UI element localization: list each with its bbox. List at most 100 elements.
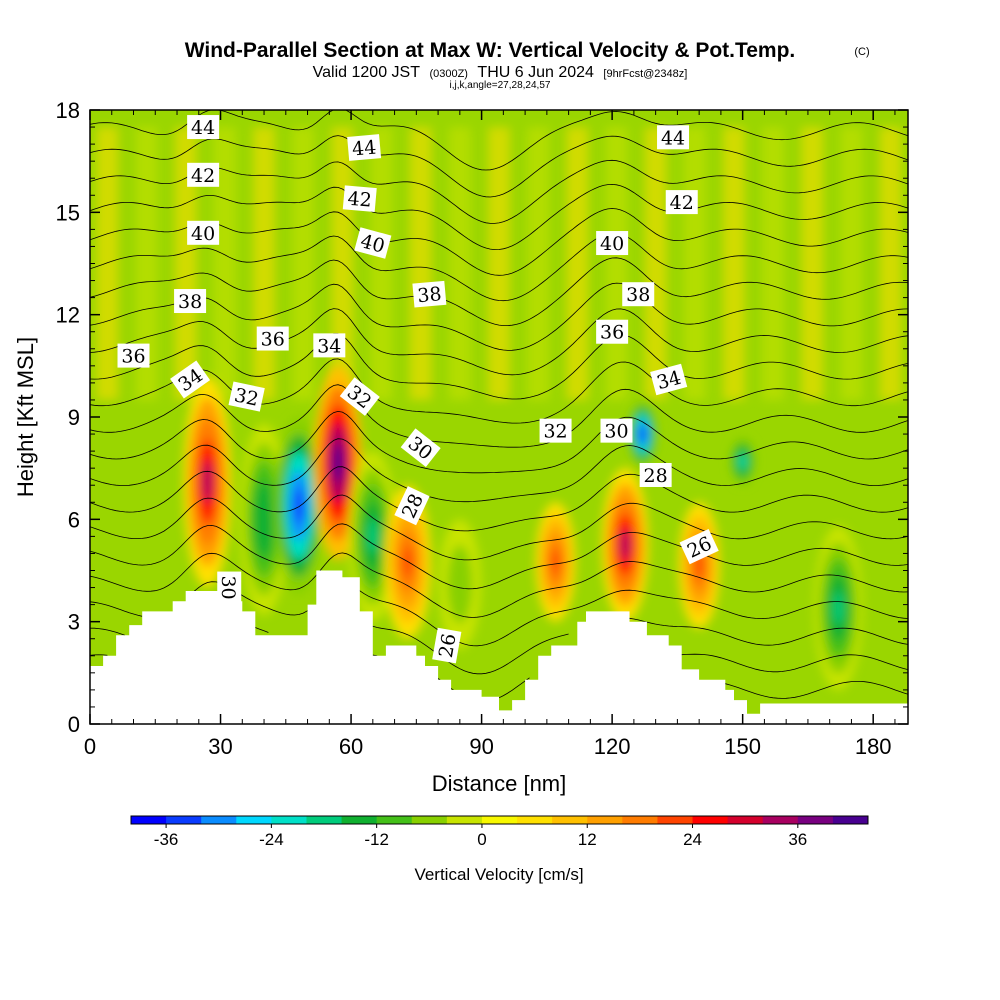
background-band: [174, 127, 197, 400]
y-tick-label: 0: [68, 712, 80, 737]
y-tick-label: 6: [68, 507, 80, 532]
x-tick-label: 120: [594, 734, 631, 759]
colorbar-frame: [130, 815, 869, 825]
contour-label-text: 32: [232, 384, 260, 411]
y-tick-label: 18: [56, 98, 80, 123]
contour-label: 32: [228, 381, 265, 412]
velocity-cell: [455, 571, 465, 598]
colorbar-tick-label: -12: [364, 830, 389, 849]
isentrope-line: [90, 257, 908, 326]
background-band: [801, 127, 824, 400]
contour-label: 36: [117, 343, 150, 368]
colorbar-swatch: [446, 816, 483, 824]
grid-indices: i,j,k,angle=27,28,24,57: [450, 80, 551, 91]
contour-label-box: [256, 326, 289, 351]
contour-label-box: [394, 486, 430, 526]
forecast-info: [9hrFcst@2348z]: [603, 68, 687, 80]
colorbar-tick-label: 0: [477, 830, 486, 849]
contour-label: 44: [657, 125, 690, 150]
contour-label-text: 36: [121, 346, 145, 368]
x-tick-label: 30: [208, 734, 232, 759]
isentrope-line: [90, 617, 908, 675]
velocity-cell: [202, 460, 213, 503]
contour-label-text: 40: [600, 233, 624, 255]
x-tick-label: 60: [339, 734, 363, 759]
isentrope-line: [90, 183, 908, 251]
contour-label-text: 28: [644, 465, 668, 487]
velocity-cell: [294, 487, 304, 524]
contour-label: 36: [256, 326, 289, 351]
velocity-cell: [333, 443, 343, 483]
contour-label-box: [400, 428, 441, 468]
contour-label-text: 30: [217, 575, 239, 599]
colorbar-swatch: [166, 816, 202, 824]
y-tick-label: 12: [56, 303, 80, 328]
contour-label-text: 36: [261, 329, 285, 351]
contour-label: 44: [347, 134, 382, 161]
isentrope-line: [90, 552, 908, 618]
contour-label-text: 26: [435, 632, 461, 660]
contour-label-text: 38: [178, 291, 202, 313]
x-tick-label: 90: [469, 734, 493, 759]
contour-label: 44: [187, 115, 220, 140]
background-band: [527, 127, 550, 400]
contour-label: 38: [412, 280, 447, 308]
contour-label-text: 42: [347, 188, 373, 212]
isentrope-line: [90, 410, 908, 474]
contour-label-box: [657, 125, 690, 150]
contour-label-box: [432, 627, 462, 664]
x-axis-label: Distance [nm]: [432, 771, 567, 796]
background-band: [840, 127, 863, 400]
x-axis: 0 30 60 90 120 150 180: [84, 110, 896, 759]
colorbar-swatch: [587, 816, 623, 824]
colorbar-swatch: [481, 816, 518, 824]
contour-label: 34: [650, 363, 688, 396]
contour-label: 32: [539, 418, 572, 443]
colorbar-title: Vertical Velocity [cm/s]: [414, 865, 583, 884]
background-band: [292, 127, 315, 400]
copyright-mark: (C): [854, 46, 869, 58]
valid-time-line: Valid 1200 JST (0300Z) THU 6 Jun 2024 [9…: [313, 64, 688, 81]
y-axis: 0 36 9 12 15 18: [56, 98, 908, 737]
contour-label-box: [228, 381, 265, 412]
background-band: [370, 127, 393, 400]
contour-label: 42: [187, 162, 220, 187]
contour-label-text: 42: [191, 165, 215, 187]
contour-label-box: [665, 190, 698, 215]
velocity-cell: [551, 550, 560, 574]
colorbar-swatch: [552, 816, 588, 824]
background-band: [762, 127, 784, 400]
valid-date: THU 6 Jun 2024: [477, 64, 594, 81]
contour-label-box: [600, 418, 633, 443]
title-block: Wind-Parallel Section at Max W: Vertical…: [185, 39, 870, 91]
velocity-cell: [639, 427, 646, 441]
background-band: [409, 127, 432, 400]
contour-label-box: [217, 571, 242, 604]
y-tick-label: 15: [56, 200, 80, 225]
isentrope-line: [90, 653, 908, 702]
background-band: [214, 127, 236, 400]
contour-label-text: 34: [317, 335, 341, 357]
isentrope-line: [90, 232, 908, 302]
isentrope-line: [90, 358, 908, 424]
colorbar-swatch: [271, 816, 307, 824]
valid-utc: (0300Z): [429, 68, 468, 80]
contour-label-box: [313, 333, 346, 358]
contour-label: 38: [622, 282, 655, 307]
isentrope-line: [90, 494, 908, 561]
contour-label-box: [187, 220, 220, 245]
y-tick-label: 9: [68, 405, 80, 430]
isentrope-line: [90, 135, 908, 198]
contour-label: 34: [313, 333, 346, 358]
contour-label: 42: [342, 185, 377, 213]
background-band: [723, 127, 745, 400]
contour-label: 30: [600, 418, 633, 443]
velocity-cell: [368, 519, 378, 554]
colorbar-swatch: [306, 816, 343, 824]
isentrope-line: [90, 208, 908, 276]
contour-label-box: [187, 162, 220, 187]
contour-label-text: 40: [191, 223, 215, 245]
isentrope-line: [90, 110, 908, 171]
contour-label-text: 30: [604, 421, 628, 443]
contour-label-text: 36: [600, 322, 624, 344]
